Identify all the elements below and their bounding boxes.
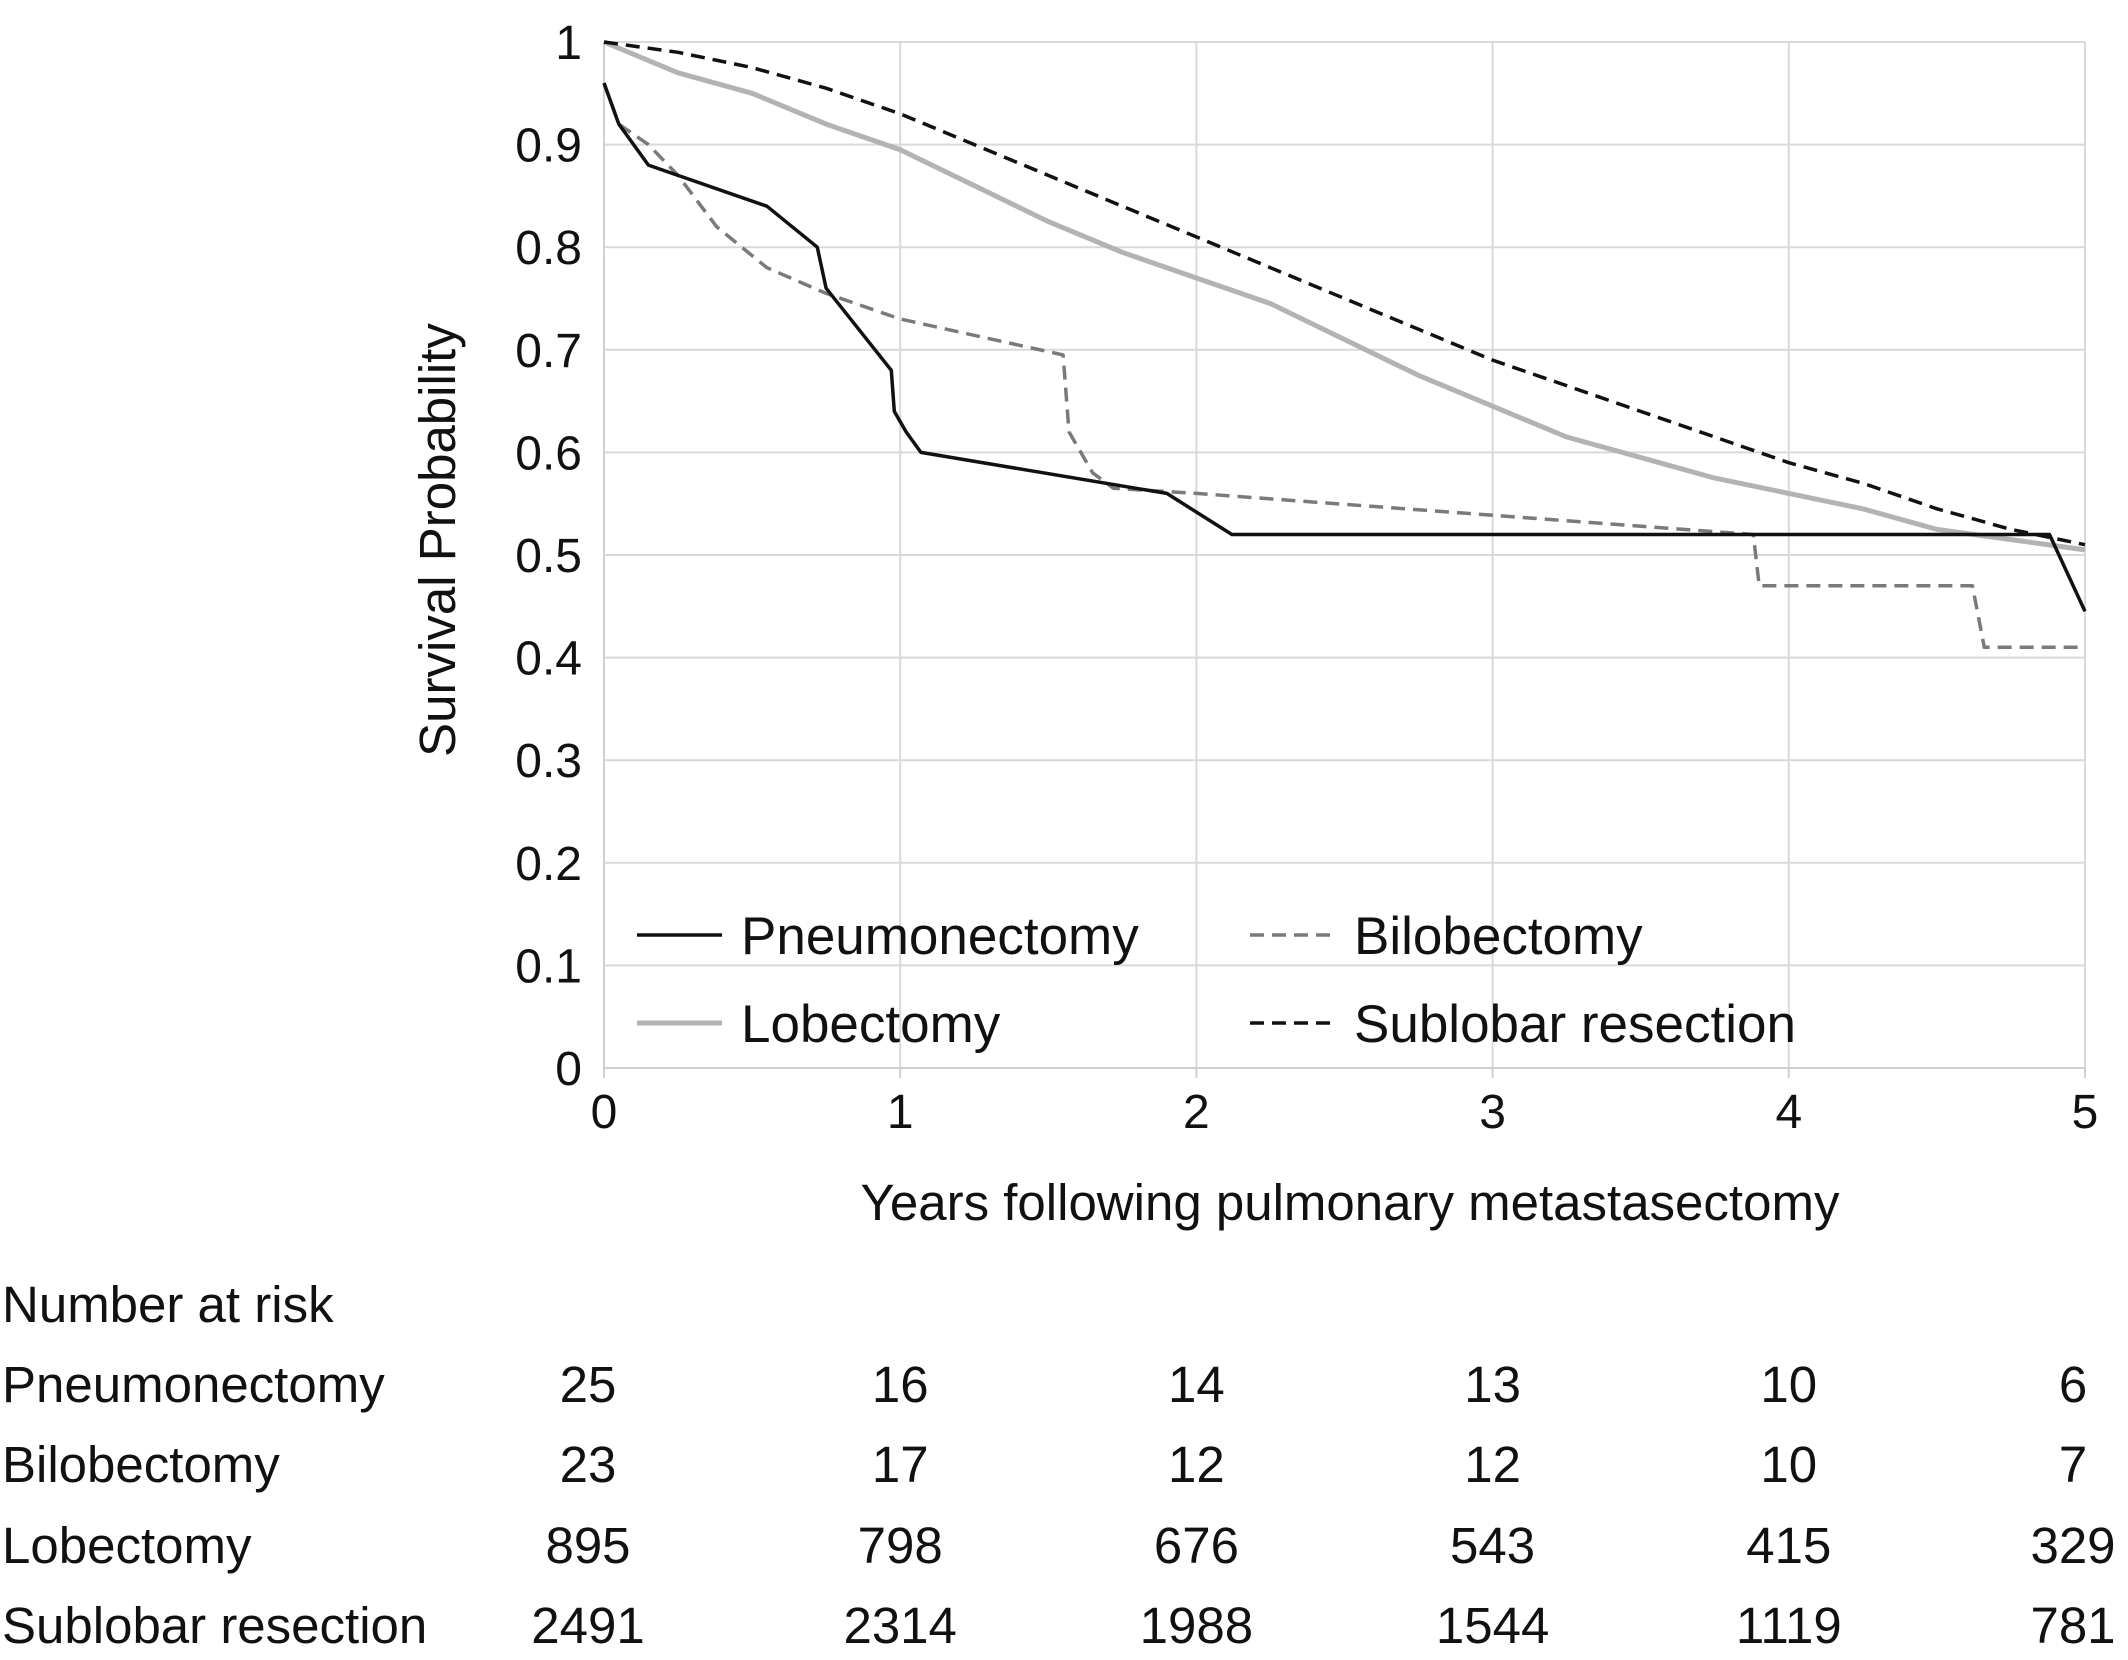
- series-line-bilobectomy: [602, 82, 2085, 650]
- y-tick-label: 0.6: [515, 427, 582, 480]
- x-tick-label: 0: [591, 1086, 618, 1139]
- risk-cell: 17: [872, 1436, 929, 1493]
- risk-cell: 10: [1760, 1356, 1817, 1413]
- y-tick-label: 0.7: [515, 325, 582, 378]
- risk-cell: 2491: [531, 1597, 644, 1654]
- y-tick-label: 0.8: [515, 222, 582, 275]
- risk-cell: 1988: [1140, 1597, 1253, 1654]
- risk-cell: 329: [2030, 1517, 2115, 1574]
- risk-cell: 895: [545, 1517, 630, 1574]
- y-tick-label: 0.4: [515, 633, 582, 686]
- risk-cell: 1544: [1436, 1597, 1549, 1654]
- risk-cell: 7: [2059, 1436, 2087, 1493]
- y-axis-title: Survival Probability: [409, 323, 466, 757]
- series-line-sublobar-resection: [603, 40, 2086, 547]
- risk-cell: 543: [1450, 1517, 1535, 1574]
- x-tick-label: 2: [1183, 1086, 1210, 1139]
- legend-label-pneumonectomy: Pneumonectomy: [741, 907, 1139, 966]
- y-tick-label: 0: [555, 1043, 582, 1096]
- risk-cell: 10: [1760, 1436, 1817, 1493]
- risk-row-label-lobectomy: Lobectomy: [2, 1517, 252, 1574]
- legend-label-bilobectomy: Bilobectomy: [1354, 907, 1643, 966]
- series-lines: [602, 39, 2087, 650]
- risk-cell: 2314: [843, 1597, 956, 1654]
- risk-cell: 6: [2059, 1356, 2087, 1413]
- legend-label-sublobar-resection: Sublobar resection: [1354, 995, 1796, 1054]
- y-tick-label: 0.2: [515, 838, 582, 891]
- x-tick-label: 4: [1775, 1086, 1802, 1139]
- x-tick-label: 1: [887, 1086, 914, 1139]
- legend-label-lobectomy: Lobectomy: [741, 995, 1001, 1054]
- risk-cell: 12: [1168, 1436, 1225, 1493]
- risk-cell: 676: [1154, 1517, 1239, 1574]
- series-line-lobectomy: [603, 39, 2086, 553]
- risk-cell: 12: [1464, 1436, 1521, 1493]
- x-axis-title: Years following pulmonary metastasectomy: [861, 1174, 1840, 1231]
- risk-cell: 781: [2030, 1597, 2115, 1654]
- risk-cell: 798: [858, 1517, 943, 1574]
- risk-row-label-pneumonectomy: Pneumonectomy: [2, 1356, 385, 1413]
- x-tick-label: 5: [2072, 1086, 2099, 1139]
- series-line-pneumonectomy: [602, 82, 2087, 613]
- risk-cell: 23: [560, 1436, 617, 1493]
- gridlines: [604, 41, 2086, 1068]
- y-tick-label: 0.9: [515, 120, 582, 173]
- y-tick-label: 0.3: [515, 735, 582, 788]
- risk-cell: 25: [560, 1356, 617, 1413]
- risk-cell: 16: [872, 1356, 929, 1413]
- risk-cell: 1119: [1736, 1597, 1842, 1654]
- x-tick-label: 3: [1479, 1086, 1506, 1139]
- risk-table-title: Number at risk: [2, 1276, 334, 1333]
- y-tick-label: 0.5: [515, 530, 582, 583]
- risk-table: Number at risk Pneumonectomy 25 16 14 13 10 6 Bi…: [2, 1276, 2116, 1654]
- axes: 0 0.1 0.2 0.3 0.4 0.5 0.6 0.7 0.8 0.9 1 0 1 2 3 4 5: [515, 17, 2098, 1139]
- risk-row-label-bilobectomy: Bilobectomy: [2, 1436, 280, 1493]
- y-tick-label: 0.1: [515, 940, 582, 993]
- legend: Pneumonectomy Bilobectomy Lobectomy Subloba…: [637, 907, 1796, 1054]
- risk-cell: 13: [1464, 1356, 1521, 1413]
- risk-cell: 14: [1168, 1356, 1225, 1413]
- risk-cell: 415: [1746, 1517, 1831, 1574]
- y-tick-label: 1: [555, 17, 582, 70]
- risk-row-label-sublobar-resection: Sublobar resection: [2, 1597, 427, 1654]
